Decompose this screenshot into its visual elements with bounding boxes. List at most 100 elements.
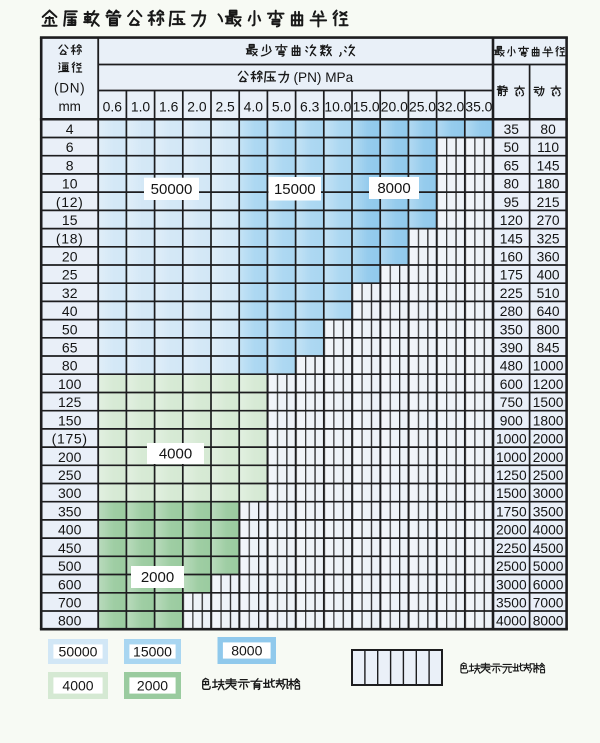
svg-text:1.6: 1.6 — [159, 98, 179, 114]
svg-text:8000: 8000 — [231, 642, 262, 658]
svg-text:145: 145 — [537, 158, 560, 173]
svg-text:800: 800 — [58, 613, 82, 629]
svg-text:1500: 1500 — [496, 486, 527, 501]
svg-text:4000: 4000 — [496, 614, 527, 629]
svg-text:(12): (12) — [56, 194, 84, 210]
svg-text:2250: 2250 — [496, 541, 527, 556]
svg-text:32.0: 32.0 — [437, 98, 464, 114]
svg-text:600: 600 — [58, 576, 82, 592]
svg-text:480: 480 — [500, 359, 523, 374]
svg-text:1250: 1250 — [496, 468, 527, 483]
svg-text:640: 640 — [537, 304, 560, 319]
svg-text:750: 750 — [500, 395, 523, 410]
svg-text:32: 32 — [62, 285, 78, 301]
svg-text:180: 180 — [537, 177, 560, 192]
svg-text:225: 225 — [500, 286, 523, 301]
svg-text:700: 700 — [58, 595, 82, 611]
svg-text:350: 350 — [500, 322, 523, 337]
svg-text:1000: 1000 — [496, 432, 527, 447]
svg-text:4.0: 4.0 — [244, 98, 264, 114]
svg-text:325: 325 — [537, 231, 560, 246]
svg-text:125: 125 — [58, 394, 82, 410]
svg-text:4000: 4000 — [159, 446, 192, 463]
svg-text:3000: 3000 — [496, 577, 527, 592]
svg-text:360: 360 — [537, 250, 560, 265]
svg-text:6000: 6000 — [533, 577, 564, 592]
svg-text:10.0: 10.0 — [324, 98, 351, 114]
svg-text:50000: 50000 — [59, 643, 98, 659]
svg-text:(175): (175) — [52, 431, 88, 447]
svg-text:50: 50 — [504, 140, 520, 155]
svg-text:3500: 3500 — [496, 596, 527, 611]
svg-text:1000: 1000 — [533, 359, 564, 374]
svg-text:175: 175 — [500, 268, 523, 283]
svg-text:145: 145 — [500, 231, 523, 246]
svg-text:40: 40 — [62, 303, 78, 319]
svg-text:7000: 7000 — [533, 596, 564, 611]
svg-text:2000: 2000 — [137, 677, 168, 693]
svg-text:15: 15 — [62, 212, 78, 228]
svg-text:845: 845 — [537, 341, 560, 356]
svg-text:1.0: 1.0 — [131, 98, 151, 114]
svg-text:1000: 1000 — [496, 450, 527, 465]
svg-text:mm: mm — [58, 99, 81, 114]
svg-text:65: 65 — [504, 158, 520, 173]
svg-text:1500: 1500 — [533, 395, 564, 410]
svg-text:25.0: 25.0 — [409, 98, 436, 114]
svg-text:2000: 2000 — [533, 432, 564, 447]
svg-text:200: 200 — [58, 449, 82, 465]
svg-text:3000: 3000 — [533, 486, 564, 501]
svg-text:4500: 4500 — [533, 541, 564, 556]
svg-text:35: 35 — [504, 122, 520, 137]
svg-text:50: 50 — [62, 321, 78, 337]
svg-text:160: 160 — [500, 250, 523, 265]
svg-text:80: 80 — [62, 358, 78, 374]
svg-text:2500: 2500 — [496, 559, 527, 574]
svg-text:(PN) MPa: (PN) MPa — [294, 70, 354, 85]
svg-text:250: 250 — [58, 467, 82, 483]
svg-text:150: 150 — [58, 412, 82, 428]
svg-text:20: 20 — [62, 249, 78, 265]
svg-text:4000: 4000 — [533, 523, 564, 538]
svg-text:2000: 2000 — [496, 523, 527, 538]
svg-text:2000: 2000 — [141, 569, 174, 586]
svg-text:15000: 15000 — [274, 181, 316, 198]
svg-text:400: 400 — [537, 268, 560, 283]
svg-text:215: 215 — [537, 195, 560, 210]
svg-text:5.0: 5.0 — [272, 98, 292, 114]
svg-text:2000: 2000 — [533, 450, 564, 465]
svg-text:500: 500 — [58, 558, 82, 574]
svg-text:270: 270 — [537, 213, 560, 228]
svg-text:350: 350 — [58, 503, 82, 519]
svg-text:400: 400 — [58, 522, 82, 538]
svg-text:4000: 4000 — [62, 677, 93, 693]
svg-text:80: 80 — [504, 177, 520, 192]
svg-text:35.0: 35.0 — [465, 98, 492, 114]
svg-text:600: 600 — [500, 377, 523, 392]
svg-text:280: 280 — [500, 304, 523, 319]
svg-text:3500: 3500 — [533, 504, 564, 519]
svg-text:0.6: 0.6 — [103, 98, 123, 114]
svg-text:8: 8 — [66, 157, 74, 173]
svg-text:50000: 50000 — [151, 181, 193, 198]
svg-text:6.3: 6.3 — [300, 98, 320, 114]
svg-text:510: 510 — [537, 286, 560, 301]
svg-text:25: 25 — [62, 267, 78, 283]
svg-text:1750: 1750 — [496, 504, 527, 519]
svg-text:95: 95 — [504, 195, 520, 210]
svg-text:6: 6 — [66, 139, 74, 155]
svg-text:1800: 1800 — [533, 413, 564, 428]
svg-text:65: 65 — [62, 340, 78, 356]
svg-text:80: 80 — [540, 122, 556, 137]
svg-text:10: 10 — [62, 176, 78, 192]
svg-text:15.0: 15.0 — [353, 98, 380, 114]
svg-text:2500: 2500 — [533, 468, 564, 483]
svg-text:(18): (18) — [56, 230, 84, 246]
svg-text:1200: 1200 — [533, 377, 564, 392]
svg-text:2.0: 2.0 — [187, 98, 207, 114]
svg-text:100: 100 — [58, 376, 82, 392]
svg-text:390: 390 — [500, 341, 523, 356]
svg-text:110: 110 — [537, 140, 559, 155]
svg-text:(DN): (DN) — [54, 81, 85, 96]
svg-text:800: 800 — [537, 322, 560, 337]
